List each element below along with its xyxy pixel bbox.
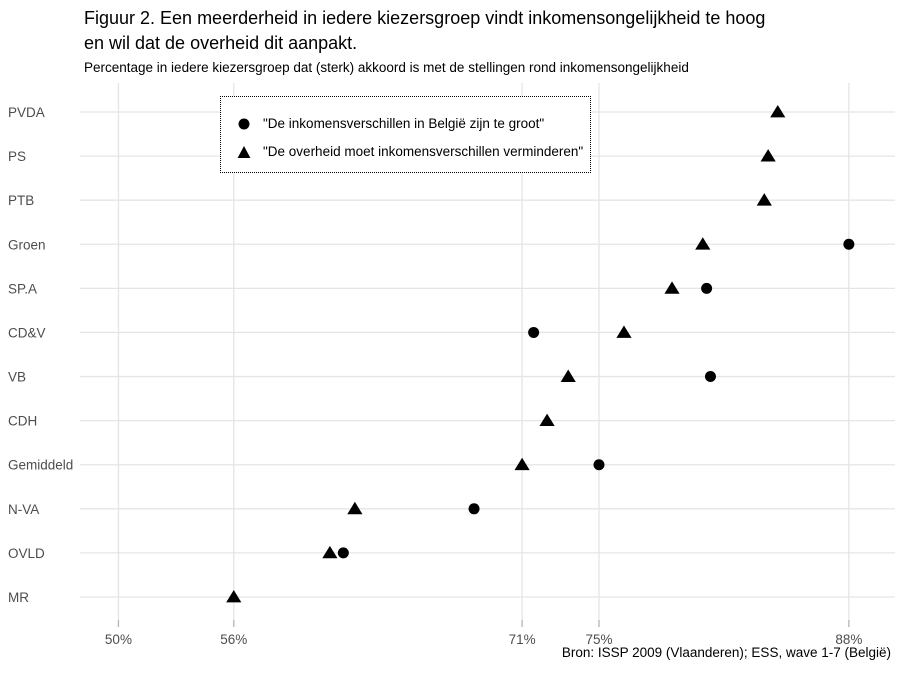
data-point-circle	[843, 238, 855, 250]
data-point-triangle	[514, 457, 530, 471]
legend-label-circle: "De inkomensverschillen in België zijn t…	[263, 116, 545, 131]
legend-item-government-reduce: "De overheid moet inkomensverschillen ve…	[237, 144, 590, 160]
x-tick-label: 75%	[585, 632, 612, 647]
data-point-triangle	[664, 281, 680, 294]
data-point-triangle	[695, 237, 711, 250]
source-caption: Bron: ISSP 2009 (Vlaanderen); ESS, wave …	[561, 645, 891, 660]
data-point-triangle	[322, 545, 338, 559]
data-point-triangle	[560, 369, 576, 382]
data-point-circle	[337, 547, 349, 559]
data-point-triangle	[616, 325, 632, 338]
data-point-triangle	[760, 149, 776, 162]
figure-title: Figuur 2. Een meerderheid in iedere kiez…	[84, 6, 884, 56]
data-point-circle	[468, 503, 480, 515]
data-point-circle	[701, 282, 713, 294]
y-axis-label: CD&V	[8, 325, 46, 340]
triangle-marker-icon	[237, 145, 251, 158]
data-point-circle	[704, 371, 716, 383]
y-axis-label: PTB	[8, 193, 34, 208]
circle-marker-icon	[238, 118, 250, 129]
legend-item-inequality-too-large: "De inkomensverschillen in België zijn t…	[237, 116, 590, 132]
data-point-circle	[528, 326, 540, 338]
figure-title-line-2: en wil dat de overheid dit aanpakt.	[84, 33, 358, 53]
y-axis-label: MR	[8, 590, 29, 605]
x-tick-label: 71%	[509, 632, 536, 647]
data-point-triangle	[539, 413, 555, 427]
y-axis-label: Groen	[8, 237, 46, 252]
x-tick-label: 88%	[835, 632, 862, 647]
data-point-circle	[593, 459, 605, 471]
y-axis-label: CDH	[8, 414, 37, 429]
y-axis-label: Gemiddeld	[8, 458, 73, 473]
figure-subtitle: Percentage in iedere kiezersgroep dat (s…	[84, 60, 689, 75]
legend: "De inkomensverschillen in België zijn t…	[220, 96, 591, 173]
y-axis-label: N-VA	[8, 502, 39, 517]
data-point-triangle	[756, 193, 772, 206]
y-axis-label: OVLD	[8, 546, 45, 561]
y-axis-label: PS	[8, 149, 26, 164]
x-tick-label: 50%	[105, 632, 132, 647]
y-axis-label: SP.A	[8, 281, 37, 296]
x-tick-label: 56%	[220, 632, 247, 647]
legend-label-triangle: "De overheid moet inkomensverschillen ve…	[263, 144, 584, 159]
y-axis-label: VB	[8, 370, 26, 385]
figure-title-line-1: Figuur 2. Een meerderheid in iedere kiez…	[84, 8, 766, 28]
data-point-triangle	[770, 105, 786, 118]
data-point-triangle	[226, 589, 242, 603]
y-axis-label: PVDA	[8, 105, 45, 120]
data-point-triangle	[347, 501, 363, 515]
